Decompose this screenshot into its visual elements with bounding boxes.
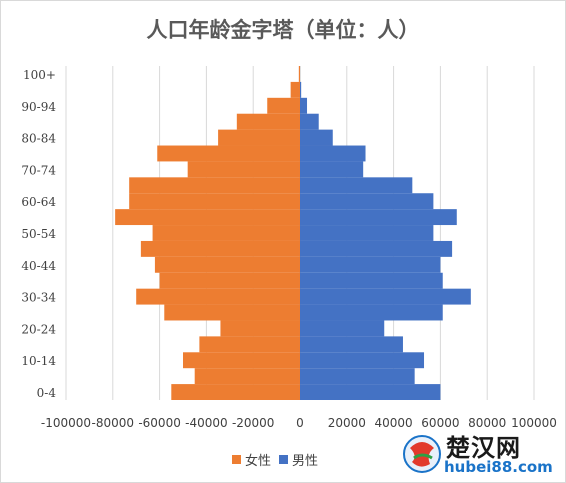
bar-female-70-74 [187,161,300,178]
bar-female-80-84 [218,129,300,146]
bar-male-55-59 [300,209,457,226]
x-tick-4: -20000 [232,416,275,430]
bar-male-65-69 [300,177,413,194]
y-tick-30-34: 30-34 [21,291,56,305]
watermark-url: hubei88.com [444,458,553,476]
bar-female-20-24 [220,320,300,337]
bar-male-20-24 [300,320,385,337]
y-tick-70-74: 70-74 [21,163,56,177]
y-tick-labels: 0-4 10-14 20-24 30-34 40-44 50-54 60-64 70-74 80… [21,68,56,400]
bar-female-55-59 [115,209,300,226]
x-tick-10: 100000 [511,416,557,430]
x-tick-5: 0 [296,416,304,430]
y-tick-10-14: 10-14 [21,354,56,368]
legend-item-male: 男性 [279,450,318,469]
x-tick-7: 40000 [375,416,413,430]
x-tick-9: 80000 [468,416,506,430]
x-tick-1: -80000 [92,416,135,430]
y-tick-50-54: 50-54 [21,227,56,241]
bar-female-65-69 [129,177,300,194]
legend-label-male: 男性 [292,454,319,469]
bar-female-15-19 [199,336,300,353]
bar-male-85-89 [300,113,319,130]
bar-male-30-34 [300,288,471,305]
bar-male-5-9 [300,368,415,385]
bar-female-60-64 [129,193,300,210]
bar-female-30-34 [136,288,300,305]
bar-female-40-44 [154,256,300,273]
x-tick-labels: -100000 -80000 -60000 -40000 -20000 0 20000 400… [41,416,557,430]
bar-male-50-54 [300,225,434,241]
bar-male-75-79 [300,145,366,162]
bar-female-45-49 [140,240,300,257]
y-tick-0-4: 0-4 [37,386,57,400]
y-tick-20-24: 20-24 [21,322,56,336]
bar-female-100+ [298,66,300,82]
legend-swatch-male [279,455,289,464]
bar-female-50-54 [152,225,300,241]
bar-female-95-99 [290,81,300,98]
bar-male-25-29 [300,304,443,321]
bar-female-85-89 [236,113,300,130]
legend-label-female: 女性 [245,454,272,469]
bar-female-0-4 [171,384,300,400]
chart-title: 人口年龄金字塔（单位：人） [146,17,420,42]
bar-female-10-14 [183,352,300,369]
x-tick-2: -60000 [138,416,181,430]
bar-male-35-39 [300,272,443,289]
bar-female-90-94 [267,97,300,114]
bar-male-80-84 [300,129,333,146]
bar-male-0-4 [300,384,441,400]
y-tick-100+: 100+ [23,68,56,82]
bar-male-95-99 [300,81,302,98]
y-tick-40-44: 40-44 [21,259,56,273]
bar-male-10-14 [300,352,425,369]
site-watermark: 楚汉网 hubei88.com [400,428,562,480]
x-tick-3: -40000 [185,416,228,430]
y-tick-90-94: 90-94 [21,100,56,114]
globe-logo-icon [403,435,441,473]
bar-female-25-29 [164,304,300,321]
bar-female-5-9 [194,368,300,385]
bar-male-70-74 [300,161,364,178]
bar-female-75-79 [157,145,300,162]
x-tick-6: 20000 [328,416,366,430]
y-tick-60-64: 60-64 [21,195,56,209]
x-tick-0: -100000 [41,416,91,430]
bar-male-45-49 [300,240,453,257]
bar-male-40-44 [300,256,441,273]
watermark-title: 楚汉网 [446,434,521,462]
legend-swatch-female [232,455,241,464]
x-tick-8: 60000 [421,416,459,430]
bar-female-35-39 [159,272,300,289]
legend-item-female: 女性 [232,450,271,469]
bars [115,66,471,400]
bar-male-15-19 [300,336,403,353]
y-tick-80-84: 80-84 [21,132,56,146]
bar-male-60-64 [300,193,434,210]
bar-male-90-94 [300,97,308,114]
legend: 女性 男性 [232,450,318,469]
